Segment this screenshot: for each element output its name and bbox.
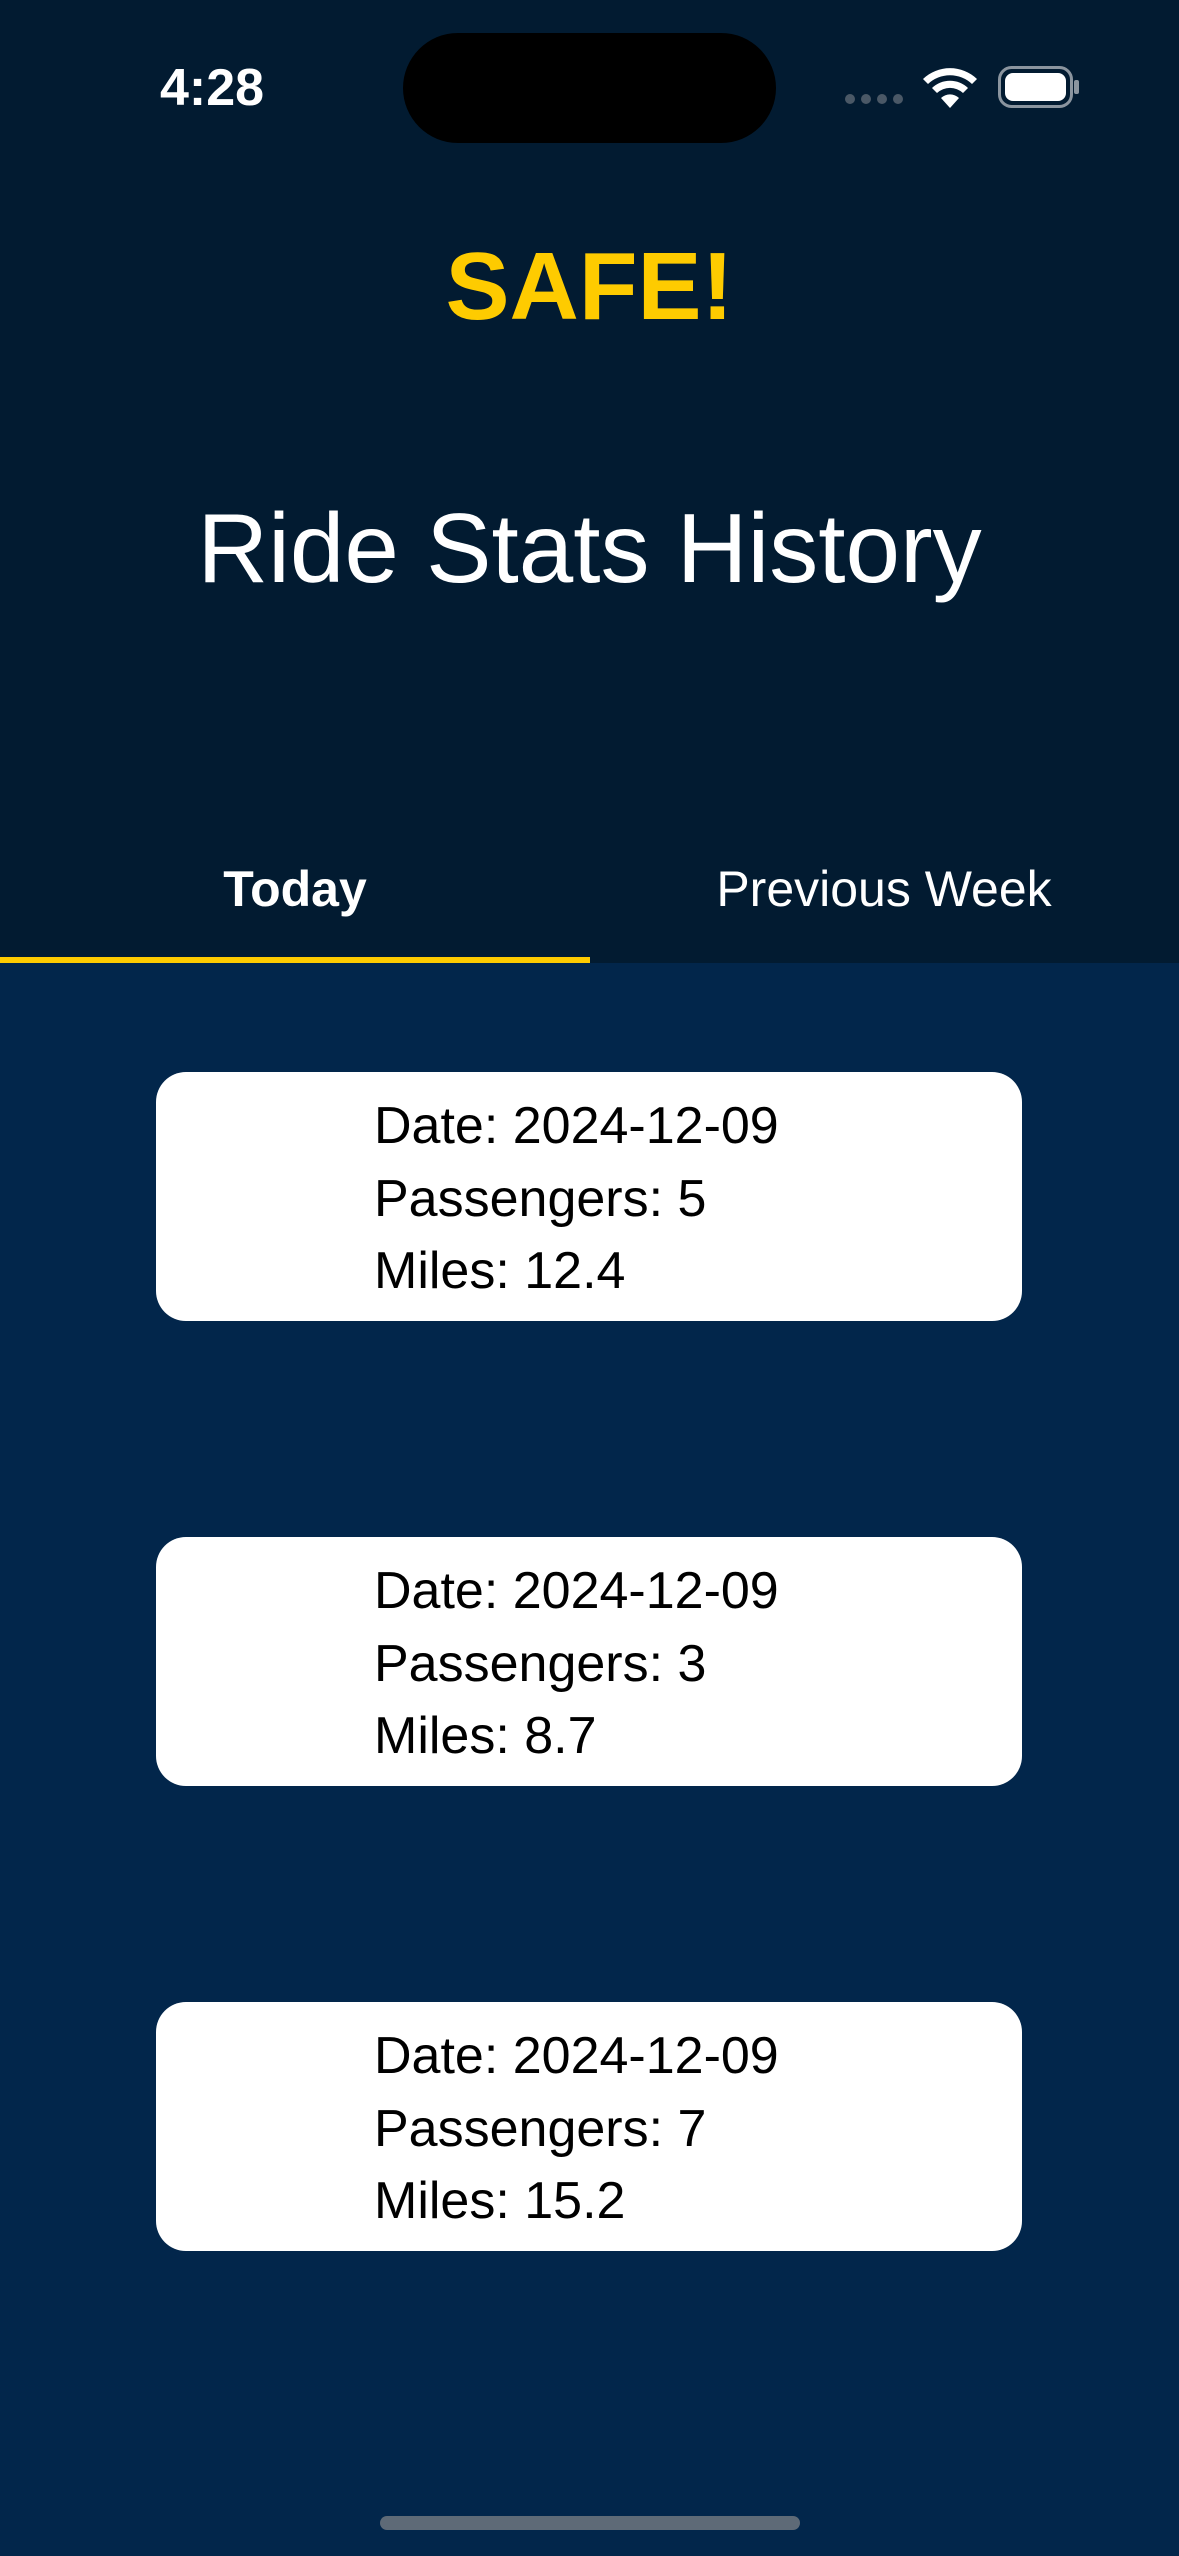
- selected-tab-indicator: [0, 957, 590, 963]
- ride-date: Date: 2024-12-09: [374, 2027, 779, 2085]
- battery-icon: [998, 66, 1079, 108]
- ride-card: Date: 2024-12-09 Passengers: 7 Miles: 15…: [156, 2002, 1022, 2251]
- ride-date: Date: 2024-12-09: [374, 1097, 779, 1155]
- page-title: Ride Stats History: [197, 493, 982, 603]
- tab-today[interactable]: Today: [223, 861, 367, 917]
- signal-icon: [845, 94, 905, 104]
- header: 4:28 SAFE! Ride Stats History Today Prev…: [0, 0, 1179, 963]
- ride-miles: Miles: 8.7: [374, 1707, 597, 1765]
- app-title: SAFE!: [445, 233, 734, 340]
- home-indicator[interactable]: [380, 2516, 800, 2530]
- ride-card: Date: 2024-12-09 Passengers: 5 Miles: 12…: [156, 1072, 1022, 1321]
- ride-passengers: Passengers: 3: [374, 1635, 707, 1693]
- ride-miles: Miles: 12.4: [374, 1242, 626, 1300]
- ride-card: Date: 2024-12-09 Passengers: 3 Miles: 8.…: [156, 1537, 1022, 1786]
- ride-passengers: Passengers: 7: [374, 2100, 707, 2158]
- ride-date: Date: 2024-12-09: [374, 1562, 779, 1620]
- tab-previous-week[interactable]: Previous Week: [716, 861, 1052, 917]
- wifi-icon: [923, 68, 977, 108]
- status-time: 4:28: [160, 59, 265, 117]
- ride-miles: Miles: 15.2: [374, 2172, 626, 2230]
- dynamic-island: [403, 33, 776, 143]
- ride-passengers: Passengers: 5: [374, 1170, 707, 1228]
